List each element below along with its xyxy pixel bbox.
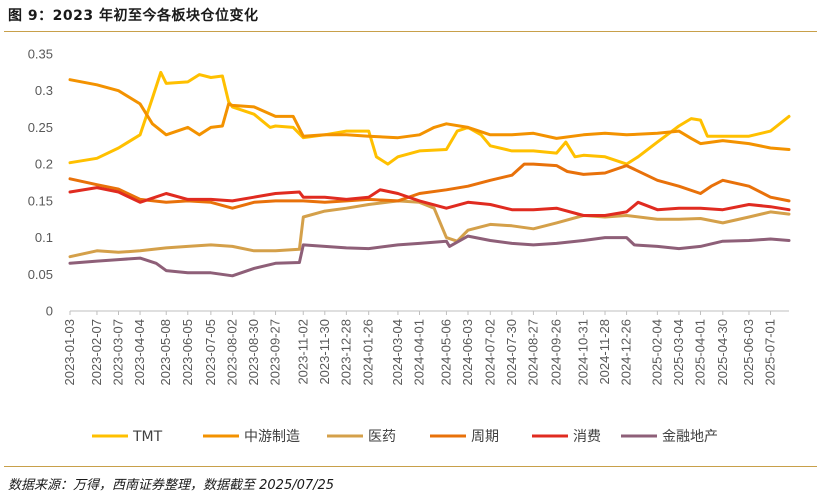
series-line-4 [68, 162, 791, 210]
series-line-3 [68, 199, 791, 259]
x-tick-label: 2024-05-06 [438, 319, 453, 386]
legend-label-1: TMT [132, 429, 163, 445]
legend-label-4: 周期 [471, 429, 499, 445]
x-tick-label: 2023-11-02 [295, 319, 310, 385]
x-tick-label: 2025-06-03 [741, 319, 756, 386]
x-tick-label: 2023-08-30 [246, 319, 261, 386]
x-tick-label: 2024-09-26 [549, 319, 564, 386]
legend-label-6: 金融地产 [662, 429, 718, 445]
x-tick-label: 2023-07-05 [203, 319, 218, 386]
chart-title: 图 9：2023 年初至今各板块仓位变化 [8, 8, 259, 24]
x-tick-label: 2024-10-31 [575, 319, 590, 386]
x-tick-label: 2024-07-30 [504, 319, 519, 386]
legend-label-5: 消费 [573, 429, 601, 445]
y-tick-label: 0.35 [28, 47, 53, 62]
x-tick-label: 2024-04-01 [411, 319, 426, 386]
x-tick-label: 2024-06-03 [460, 319, 475, 386]
series-line-1 [68, 70, 791, 166]
series-line-5 [68, 186, 791, 217]
x-tick-label: 2025-02-04 [649, 319, 664, 386]
series-lines [68, 70, 791, 278]
x-tick-label: 2025-04-01 [692, 319, 707, 386]
x-tick-label: 2024-07-02 [482, 319, 497, 386]
x-tick-label: 2023-05-08 [158, 319, 173, 386]
legend-label-2: 中游制造 [244, 429, 300, 445]
x-tick-label: 2025-03-04 [671, 319, 686, 386]
x-tick-label: 2025-07-01 [763, 319, 778, 386]
y-tick-label: 0.05 [28, 267, 53, 282]
y-tick-label: 0.1 [35, 230, 53, 245]
x-tick-label: 2023-08-02 [224, 319, 239, 386]
line-chart: 00.050.10.150.20.250.30.35 2023-01-03 202… [28, 47, 791, 445]
x-tick-label: 2023-04-04 [132, 319, 147, 386]
x-tick-label: 2023-03-07 [110, 319, 125, 386]
y-tick-label: 0.3 [35, 83, 53, 98]
legend-label-3: 医药 [368, 429, 396, 445]
x-tick-label: 2024-11-28 [597, 319, 612, 385]
x-tick-label: 2023-12-28 [338, 319, 353, 386]
y-tick-label: 0.15 [28, 193, 53, 208]
legend: TMT 中游制造 医药 周期 消费 金融地产 [92, 429, 718, 445]
x-tick-label: 2023-06-05 [180, 319, 195, 386]
data-source-note: 数据来源：万得，西南证券整理，数据截至 2025/07/25 [8, 478, 335, 493]
y-tick-label: 0.25 [28, 120, 53, 135]
top-divider [4, 31, 817, 32]
x-tick-label: 2024-03-04 [390, 319, 405, 386]
series-line-2 [68, 78, 791, 151]
y-tick-label: 0 [46, 304, 53, 319]
y-tick-label: 0.2 [35, 157, 53, 172]
x-tick-label: 2024-12-26 [619, 319, 634, 386]
x-tick-label: 2023-09-27 [268, 319, 283, 386]
x-axis-ticks: 2023-01-03 2023-02-07 2023-03-07 2023-04-04… [62, 311, 778, 386]
y-axis-ticks: 0 0.05 0.1 0.15 0.2 0.25 0.3 0.35 [28, 47, 53, 319]
bottom-divider [4, 466, 817, 467]
x-tick-label: 2023-02-07 [89, 319, 104, 386]
x-tick-label: 2023-01-03 [62, 319, 77, 386]
series-line-6 [68, 234, 791, 278]
x-tick-label: 2024-01-26 [361, 319, 376, 386]
x-tick-label: 2024-08-27 [525, 319, 540, 386]
x-tick-label: 2023-11-30 [317, 319, 332, 385]
x-tick-label: 2025-04-30 [715, 319, 730, 386]
